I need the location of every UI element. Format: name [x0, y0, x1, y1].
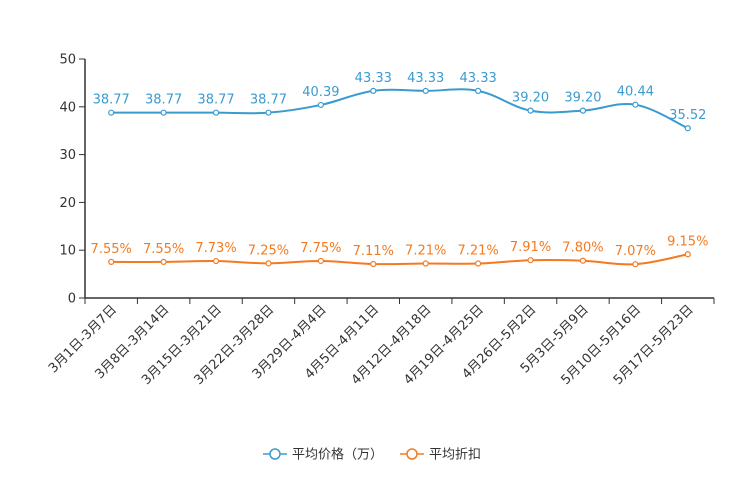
data-point — [527, 257, 534, 264]
data-label: 39.20 — [512, 91, 549, 106]
data-label: 38.77 — [197, 93, 234, 108]
data-point — [632, 101, 639, 108]
data-label: 7.25% — [248, 243, 289, 258]
data-label: 43.33 — [407, 71, 444, 86]
data-point — [212, 109, 220, 116]
data-label: 39.20 — [564, 91, 601, 106]
data-label: 7.91% — [510, 240, 551, 255]
data-label: 43.33 — [460, 71, 497, 86]
data-label: 7.55% — [143, 242, 184, 257]
data-point — [632, 261, 639, 268]
data-label: 38.77 — [250, 93, 287, 108]
data-point — [422, 260, 429, 267]
data-point — [265, 109, 272, 116]
legend-label-2: 平均折扣 — [429, 448, 481, 463]
data-label: 7.80% — [562, 241, 603, 256]
legend-label-1: 平均价格（万） — [292, 447, 383, 463]
data-label: 35.52 — [669, 108, 706, 123]
data-label: 40.44 — [617, 85, 654, 100]
data-point — [212, 257, 220, 265]
data-label: 7.21% — [405, 244, 446, 259]
data-label: 7.11% — [353, 244, 394, 259]
data-label: 38.77 — [145, 93, 182, 108]
data-label: 43.33 — [355, 71, 392, 86]
data-point — [160, 258, 167, 266]
data-point — [527, 107, 534, 114]
data-point — [108, 109, 115, 116]
data-point — [317, 101, 324, 109]
y-tick-label: 20 — [59, 196, 76, 211]
series-line-1 — [111, 88, 689, 130]
data-label: 9.15% — [667, 234, 708, 249]
data-point — [475, 260, 482, 267]
data-point — [160, 109, 167, 116]
y-tick-label: 0 — [68, 292, 76, 307]
data-label: 7.75% — [300, 241, 341, 256]
y-tick-label: 50 — [59, 53, 76, 68]
series-line-2 — [111, 253, 688, 266]
data-point — [422, 87, 429, 94]
data-label: 7.55% — [91, 242, 132, 257]
data-point — [579, 257, 587, 264]
data-label: 7.73% — [195, 241, 236, 256]
data-point — [370, 260, 377, 268]
legend-marker-2 — [406, 448, 418, 460]
legend-marker-1 — [269, 448, 281, 460]
data-point — [475, 87, 482, 94]
data-label: 38.77 — [93, 93, 130, 108]
data-point — [579, 107, 587, 114]
y-tick-label: 30 — [59, 148, 76, 163]
data-label: 7.21% — [457, 244, 498, 259]
y-tick-label: 10 — [59, 244, 76, 259]
data-label: 40.39 — [302, 85, 339, 100]
data-label: 7.07% — [615, 244, 656, 259]
data-point — [317, 257, 324, 265]
y-tick-label: 40 — [59, 100, 76, 115]
data-point — [684, 125, 691, 132]
data-point — [370, 87, 377, 94]
data-point — [265, 260, 272, 267]
data-point — [684, 251, 691, 258]
data-point — [108, 258, 115, 266]
